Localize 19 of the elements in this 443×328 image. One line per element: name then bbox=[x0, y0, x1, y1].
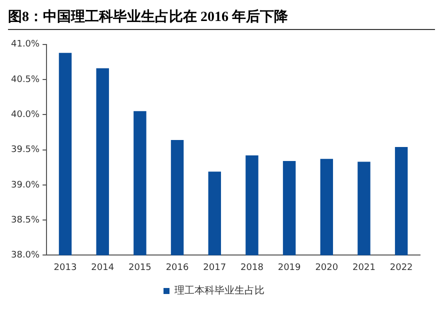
y-tick-label: 40.5% bbox=[10, 74, 40, 85]
x-tick-label: 2020 bbox=[315, 262, 338, 273]
x-tick-label: 2016 bbox=[166, 262, 190, 273]
x-tick-label: 2017 bbox=[203, 262, 226, 273]
x-tick-label: 2018 bbox=[240, 262, 264, 273]
legend-label: 理工本科毕业生占比 bbox=[174, 284, 264, 297]
x-tick-label: 2015 bbox=[128, 262, 152, 273]
y-tick-label: 40.0% bbox=[10, 110, 40, 120]
x-tick-label: 2022 bbox=[390, 262, 413, 273]
y-tick-label: 38.5% bbox=[10, 215, 40, 226]
x-tick-label: 2019 bbox=[278, 262, 302, 273]
y-tick-label: 39.5% bbox=[10, 145, 40, 156]
chart-title: 图8：中国理工科毕业生占比在 2016 年后下降 bbox=[8, 8, 435, 30]
x-tick-label: 2014 bbox=[91, 262, 114, 273]
x-tick-label: 2013 bbox=[54, 262, 77, 273]
x-tick-label: 2021 bbox=[352, 262, 376, 273]
y-tick-label: 39.0% bbox=[10, 180, 40, 190]
y-tick-label: 41.0% bbox=[10, 40, 40, 50]
y-tick-label: 38.0% bbox=[10, 250, 40, 261]
